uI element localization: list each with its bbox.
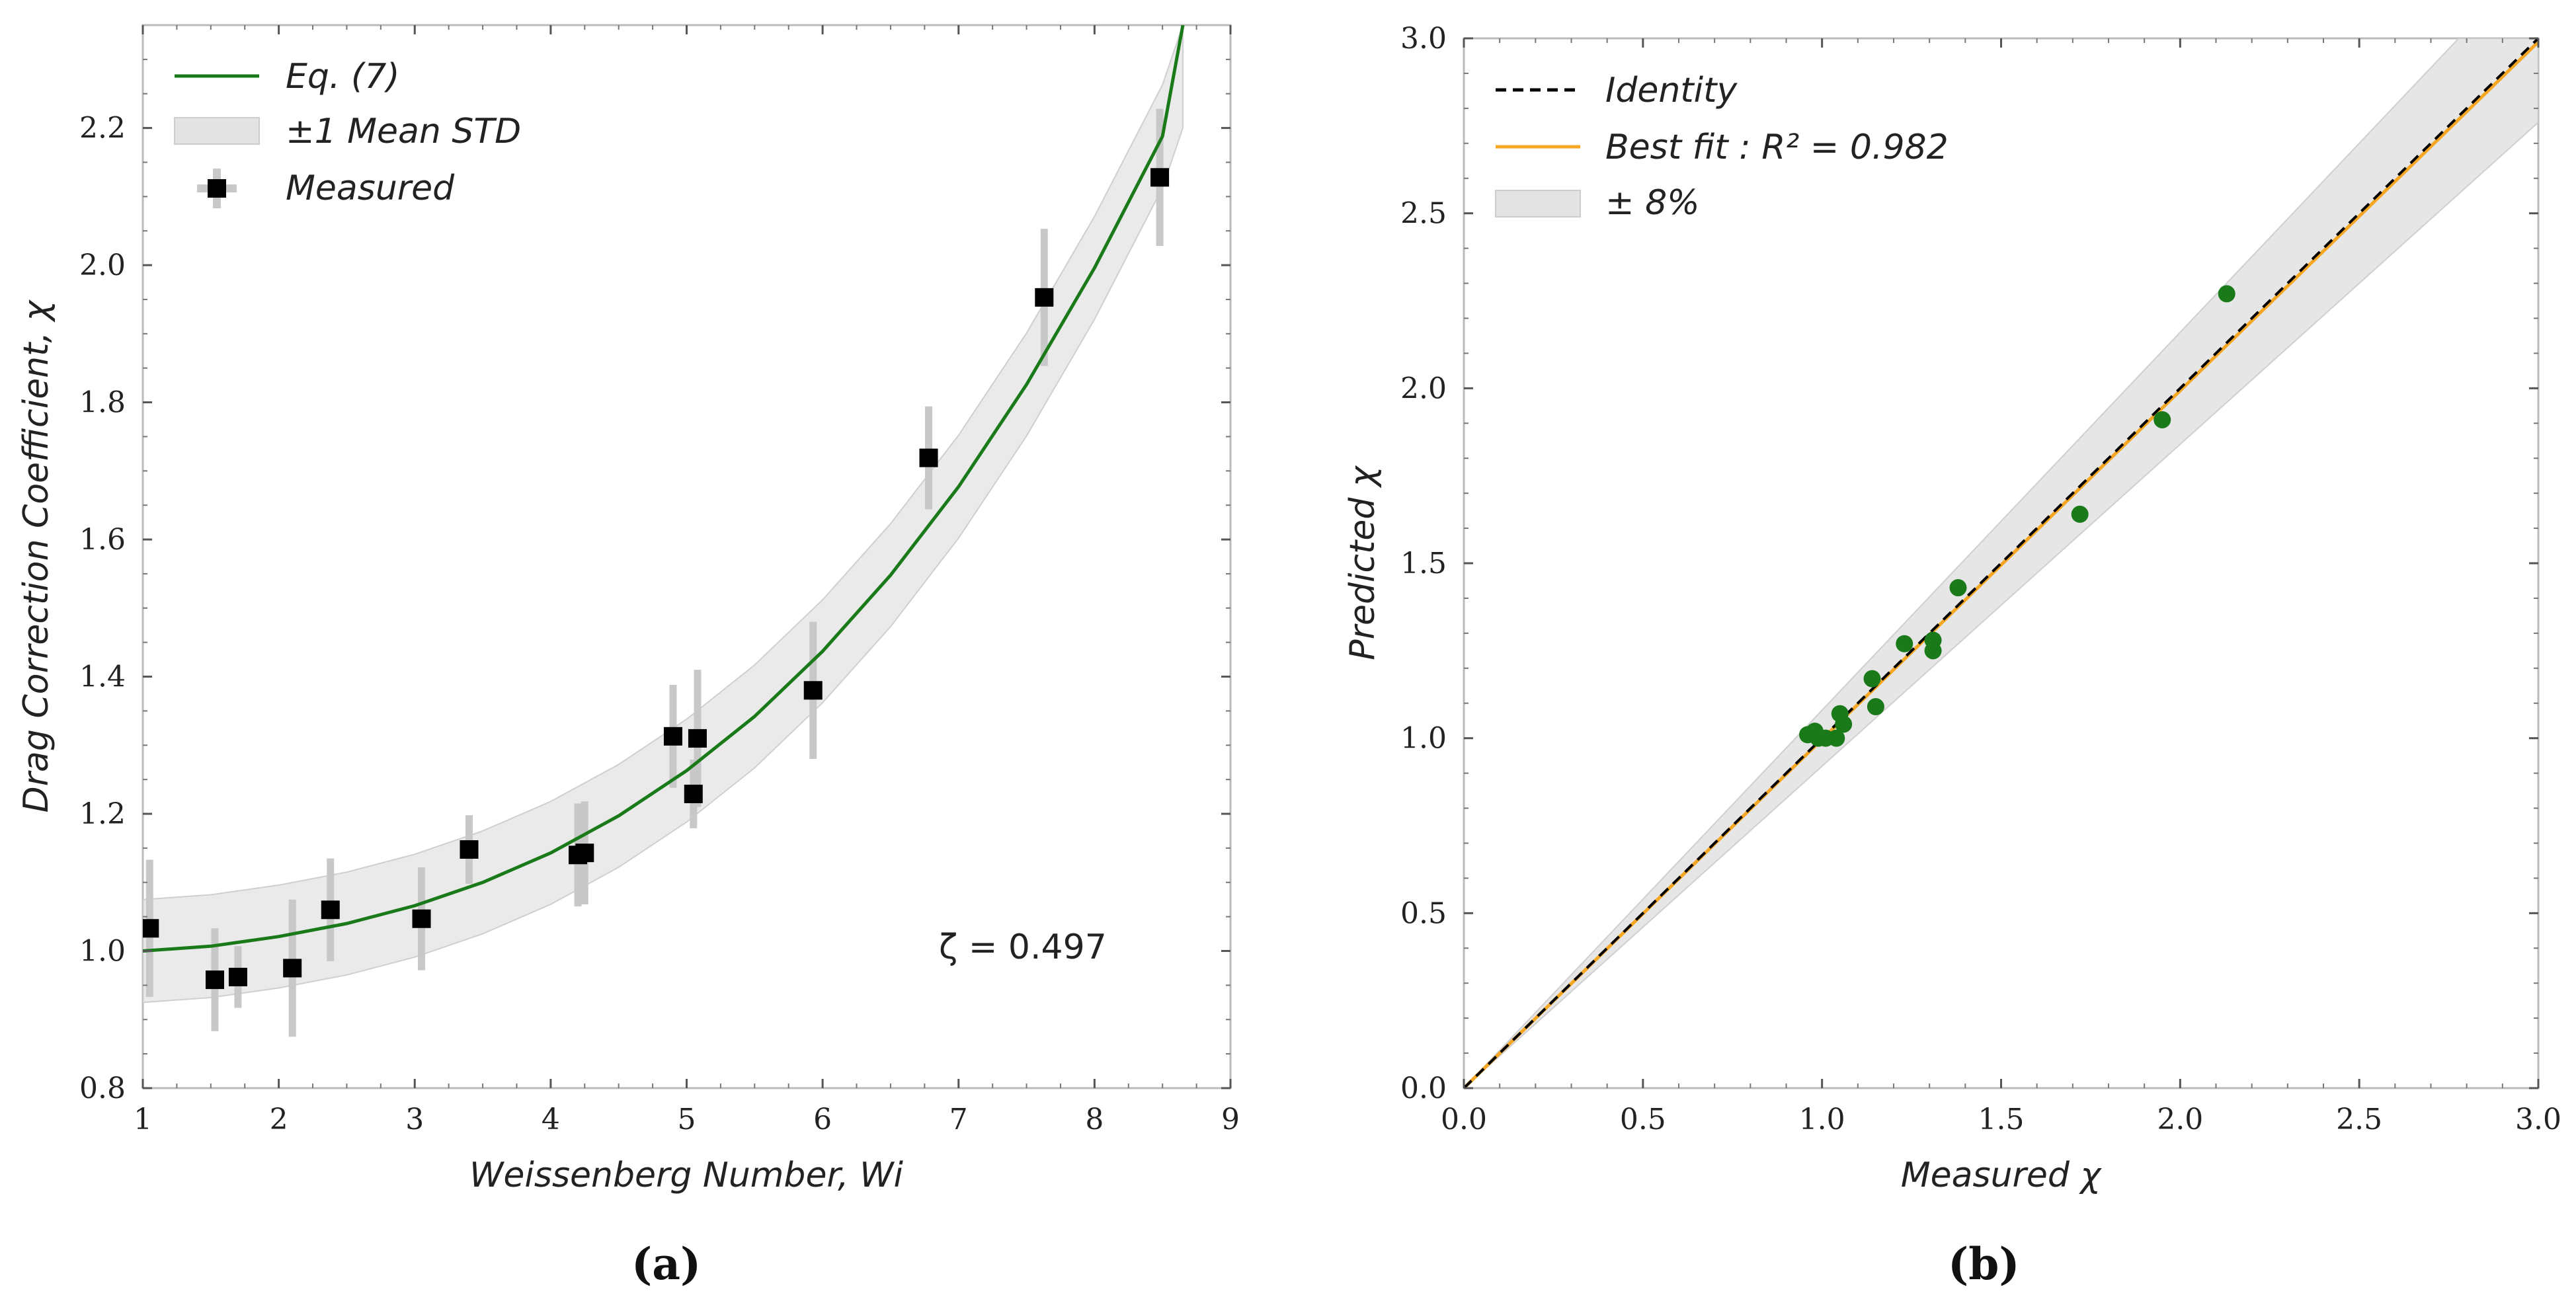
- prediction-point: [1863, 670, 1881, 688]
- measured-point: [1035, 288, 1054, 307]
- x-axis-label: Weissenberg Number, Wi: [469, 1156, 903, 1195]
- measured-point: [143, 919, 159, 938]
- x-tick-label: 3: [405, 1103, 424, 1136]
- std-band-layer: [143, 25, 1184, 1004]
- y-tick-label: 1.2: [79, 797, 126, 831]
- x-tick-label: 0.0: [1441, 1103, 1487, 1136]
- legend-label: Measured: [286, 169, 455, 208]
- x-tick-label: 4: [542, 1103, 560, 1136]
- y-tick-label: 1.6: [79, 523, 126, 557]
- x-tick-label: 2: [270, 1103, 288, 1136]
- measured-point: [321, 900, 340, 920]
- measured-point: [1150, 168, 1170, 187]
- y-tick-label: 2.5: [1400, 197, 1447, 231]
- y-tick-label: 0.8: [79, 1072, 126, 1105]
- y-tick-label: 3.0: [1400, 22, 1447, 56]
- chart-panel-b: 0.0 0.5 1.0 1.5 2.0 2.5 3.0 0.0 0.5 1.0 1.5 2.0 2.5…: [1343, 22, 2561, 1290]
- y-axis-ticks: 0.8 1.0 1.2 1.4 1.6 1.8 2.0 2.2: [79, 58, 1230, 1105]
- x-tick-label: 0.5: [1620, 1103, 1666, 1136]
- y-tick-label: 1.8: [79, 386, 126, 420]
- x-axis-label: Measured χ: [1901, 1156, 2103, 1195]
- measured-point: [205, 970, 224, 990]
- zeta-annotation: ζ = 0.497: [939, 927, 1107, 967]
- measured-points-layer: [143, 168, 1170, 990]
- legend-label: ±1 Mean STD: [286, 112, 521, 151]
- y-tick-label: 1.4: [79, 660, 126, 694]
- measured-point: [663, 727, 682, 746]
- measured-point: [575, 844, 594, 863]
- y-axis-ticks: 0.0 0.5 1.0 1.5 2.0 2.5 3.0: [1400, 22, 2538, 1105]
- x-tick-label: 3.0: [2515, 1103, 2561, 1136]
- legend-marker-swatch: [208, 179, 226, 198]
- x-tick-label: 2.5: [2336, 1103, 2382, 1136]
- prediction-point: [1867, 698, 1884, 716]
- measured-point: [684, 784, 703, 803]
- x-tick-label: 7: [949, 1103, 968, 1136]
- y-tick-label: 1.0: [1400, 722, 1447, 756]
- y-tick-label: 2.0: [1400, 372, 1447, 405]
- legend-label: Best fit : R² = 0.982: [1605, 128, 1949, 167]
- legend-band-swatch: [1495, 190, 1581, 217]
- y-tick-label: 0.5: [1400, 896, 1447, 930]
- measured-point: [688, 729, 707, 748]
- x-axis-ticks: 0.0 0.5 1.0 1.5 2.0 2.5 3.0: [1441, 38, 2561, 1136]
- prediction-point: [1949, 579, 1967, 597]
- x-tick-label: 1: [134, 1103, 152, 1136]
- prediction-point: [2218, 285, 2235, 303]
- prediction-points-layer: [1799, 285, 2235, 747]
- measured-point: [412, 909, 431, 928]
- panel-label-b: (b): [1948, 1238, 2020, 1290]
- x-tick-label: 1.5: [1978, 1103, 2025, 1136]
- legend: Eq. (7) ±1 Mean STD Measured: [174, 57, 521, 208]
- measured-point: [803, 681, 823, 700]
- measured-point: [283, 959, 302, 978]
- legend-label: Eq. (7): [286, 57, 400, 97]
- x-tick-label: 2.0: [2157, 1103, 2203, 1136]
- model-curve-layer: [143, 25, 1185, 953]
- model-curve: [143, 25, 1185, 953]
- measured-point: [228, 967, 247, 986]
- y-axis-label: Predicted χ: [1343, 465, 1383, 660]
- y-tick-label: 0.0: [1400, 1072, 1447, 1105]
- panel-label-a: (a): [631, 1238, 701, 1290]
- x-tick-label: 6: [813, 1103, 832, 1136]
- prediction-point: [2071, 505, 2089, 523]
- x-axis-ticks: 1 2 3 4 5 6 7 8 9: [134, 25, 1240, 1136]
- y-tick-label: 1.0: [79, 935, 126, 968]
- y-axis-label: Drag Correction Coefficient, χ: [17, 299, 56, 812]
- legend-band-swatch: [174, 117, 260, 145]
- measured-point: [460, 840, 479, 859]
- prediction-point: [1924, 642, 1942, 660]
- reference-lines-layer: [1464, 38, 2538, 1088]
- legend-label: Identity: [1605, 71, 1738, 110]
- y-tick-label: 1.5: [1400, 547, 1447, 580]
- measured-point: [919, 448, 938, 467]
- y-tick-label: 2.0: [79, 249, 126, 282]
- prediction-point: [1828, 729, 1845, 747]
- x-tick-label: 5: [678, 1103, 696, 1136]
- x-tick-label: 8: [1085, 1103, 1104, 1136]
- x-tick-label: 9: [1221, 1103, 1240, 1136]
- identity-line: [1464, 38, 2538, 1088]
- std-band: [143, 25, 1184, 1004]
- legend: Identity Best fit : R² = 0.982 ± 8%: [1495, 71, 1949, 223]
- x-tick-label: 1.0: [1799, 1103, 1845, 1136]
- prediction-point: [2153, 411, 2171, 428]
- y-tick-label: 2.2: [79, 112, 126, 145]
- legend-label: ± 8%: [1605, 183, 1700, 223]
- prediction-point: [1896, 635, 1913, 652]
- prediction-point: [1835, 715, 1853, 733]
- chart-panel-a: 1 2 3 4 5 6 7 8 9 0.8 1.0 1.2 1.4 1.6 1.8 2.0 2.2 Eq. (…: [17, 24, 1240, 1290]
